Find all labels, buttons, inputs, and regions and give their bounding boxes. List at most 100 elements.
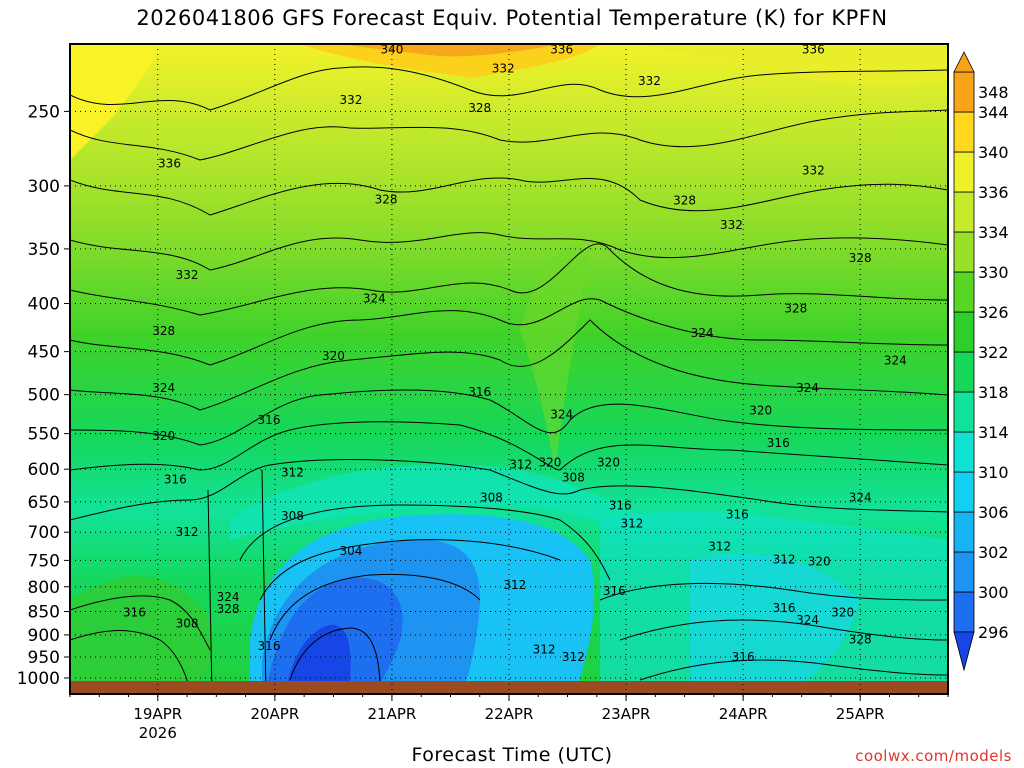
x-tick-label: 23APR: [602, 705, 651, 723]
colorbar-label: 314: [978, 423, 1009, 442]
x-year-label: 2026: [139, 724, 177, 742]
colorbar-swatch: [953, 551, 975, 593]
contour-label: 308: [480, 490, 503, 504]
contour-label: 308: [562, 470, 585, 484]
y-tick-label: 750: [28, 551, 60, 571]
contour-label: 320: [749, 404, 772, 418]
contour-label: 312: [533, 643, 556, 657]
y-tick-label: 950: [28, 648, 60, 668]
contour-label: 328: [849, 251, 872, 265]
colorbar-swatch: [953, 591, 975, 633]
contour-label: 320: [597, 455, 620, 469]
y-tick-label: 300: [28, 177, 60, 197]
colorbar-min-arrow: [953, 631, 975, 672]
contour-label: 324: [550, 408, 573, 422]
contour-label: 312: [773, 552, 796, 566]
colorbar-swatch: [953, 431, 975, 473]
contour-label: 332: [492, 61, 515, 75]
contour-label: 316: [732, 650, 755, 664]
y-tick-label: 550: [28, 425, 60, 445]
colorbar-label: 330: [978, 263, 1009, 282]
colorbar-swatch: [953, 471, 975, 513]
y-tick-label: 850: [28, 603, 60, 623]
contour-label: 312: [708, 540, 731, 554]
colorbar-max-arrow: [953, 51, 975, 73]
contour-label: 312: [503, 578, 526, 592]
x-tick-label: 21APR: [368, 705, 417, 723]
colorbar-label: 340: [978, 143, 1009, 162]
chart-title: 2026041806 GFS Forecast Equiv. Potential…: [136, 6, 888, 30]
plot-frame: [69, 43, 949, 695]
y-tick-label: 500: [28, 386, 60, 406]
contour-label: 332: [802, 164, 825, 178]
y-tick-label: 700: [28, 523, 60, 543]
contour-label: 332: [720, 218, 743, 232]
contour-label: 332: [176, 268, 199, 282]
contour-label: 324: [796, 381, 819, 395]
contour-label: 324: [884, 354, 907, 368]
contour-label: 316: [609, 499, 632, 513]
contour-label: 320: [152, 429, 175, 443]
contour-label: 324: [849, 490, 872, 504]
colorbar-label: 348: [978, 83, 1009, 102]
contour-label: 316: [258, 413, 281, 427]
colorbar-swatch: [953, 311, 975, 353]
colorbar-swatch: [953, 71, 975, 113]
x-tick-label: 25APR: [836, 705, 885, 723]
contour-label: 316: [773, 601, 796, 615]
x-tick-label: 20APR: [250, 705, 299, 723]
contour-label: 320: [322, 349, 345, 363]
contour-label: 320: [539, 455, 562, 469]
colorbar-label: 322: [978, 343, 1009, 362]
contour-label: 304: [340, 544, 363, 558]
contour-label: 316: [468, 385, 491, 399]
contour-label: 316: [726, 507, 749, 521]
contour-label: 332: [340, 93, 363, 107]
contour-label: 324: [796, 613, 819, 627]
y-tick-label: 900: [28, 626, 60, 646]
contour-label: 320: [808, 554, 831, 568]
y-tick-label: 250: [28, 102, 60, 122]
colorbar-label: 302: [978, 543, 1009, 562]
colorbar-label: 326: [978, 303, 1009, 322]
contour-label: 316: [164, 472, 187, 486]
colorbar-label: 306: [978, 503, 1009, 522]
x-tick-label: 22APR: [485, 705, 534, 723]
x-axis-label: Forecast Time (UTC): [411, 744, 613, 766]
colorbar-label: 310: [978, 463, 1009, 482]
colorbar-label: 296: [978, 623, 1009, 642]
contour-label: 328: [217, 602, 240, 616]
colorbar-swatch: [953, 111, 975, 153]
contour-label: 324: [363, 291, 386, 305]
contour-label: 324: [152, 381, 175, 395]
source-credit: coolwx.com/models: [855, 747, 1012, 765]
colorbar-label: 334: [978, 223, 1009, 242]
y-tick-label: 650: [28, 493, 60, 513]
gridlines: [70, 44, 948, 694]
contour-label: 328: [375, 192, 398, 206]
y-tick-label: 1000: [17, 669, 60, 689]
colorbar-swatch: [953, 271, 975, 313]
colorbar-label: 344: [978, 103, 1009, 122]
contour-label: 328: [468, 101, 491, 115]
colorbar-swatch: [953, 351, 975, 393]
contour-label: 336: [158, 157, 181, 171]
contour-label: 328: [784, 302, 807, 316]
colorbar-label: 318: [978, 383, 1009, 402]
y-axis: 250 300 350 400 450 500 550 600 650 700 750 800 850 9…: [17, 102, 70, 689]
contour-label: 312: [562, 650, 585, 664]
contour-label: 308: [281, 509, 304, 523]
contour-label: 316: [603, 584, 626, 598]
contour-label: 308: [176, 616, 199, 630]
contour-label: 316: [767, 436, 790, 450]
y-tick-label: 800: [28, 578, 60, 598]
contour-label: 324: [691, 326, 714, 340]
contour-label: 332: [638, 74, 661, 88]
contour-label: 316: [258, 639, 281, 653]
colorbar-swatch: [953, 391, 975, 433]
contour-label: 316: [123, 606, 146, 620]
colorbar-swatch: [953, 511, 975, 553]
